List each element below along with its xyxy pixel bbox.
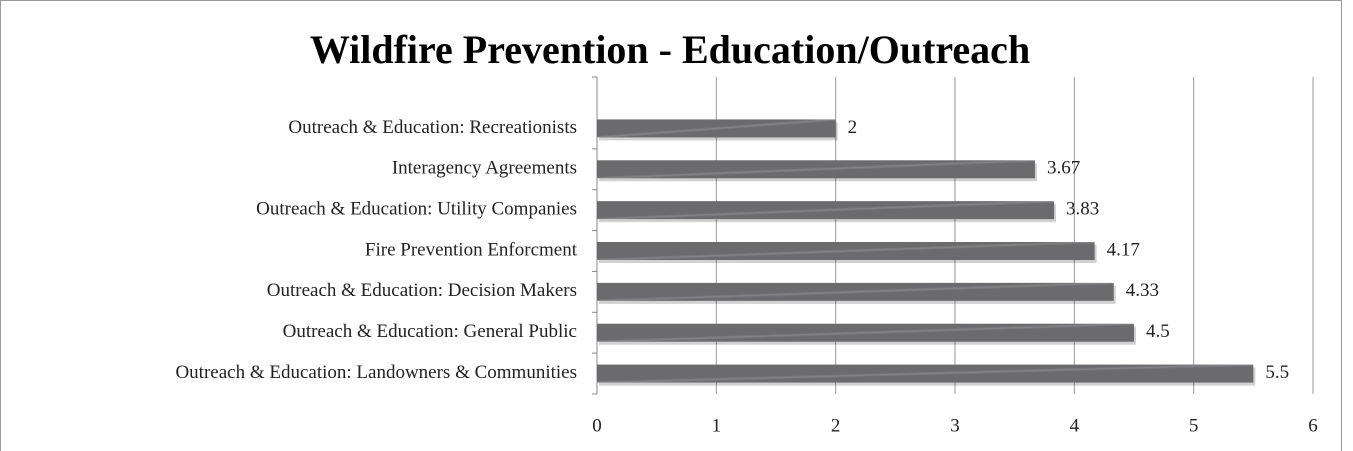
y-tick-label: Outreach & Education: Landowners & Commu…: [175, 362, 577, 383]
x-tick-label: 0: [592, 415, 602, 436]
x-tick-label: 4: [1070, 415, 1080, 436]
data-label: 4.17: [1107, 239, 1140, 260]
y-tick-label: Fire Prevention Enforcment: [365, 239, 578, 260]
y-tick-label: Outreach & Education: Decision Makers: [267, 280, 577, 301]
data-label: 4.33: [1126, 280, 1159, 301]
data-label: 3.83: [1066, 199, 1099, 220]
data-label: 4.5: [1146, 321, 1170, 342]
chart-title: Wildfire Prevention - Education/Outreach: [310, 27, 1030, 72]
bar: [597, 364, 1254, 383]
x-tick-label: 2: [831, 415, 841, 436]
data-label: 5.5: [1265, 362, 1289, 383]
data-label: 2: [848, 117, 858, 138]
bar: [597, 282, 1114, 301]
bar: [597, 323, 1134, 342]
x-tick-label: 1: [712, 415, 722, 436]
y-tick-label: Interagency Agreements: [392, 158, 577, 179]
bar: [597, 201, 1055, 220]
bar: [597, 242, 1095, 260]
x-tick-label: 6: [1308, 415, 1318, 436]
y-tick-label: Outreach & Education: Utility Companies: [256, 199, 577, 220]
bar: [597, 160, 1035, 179]
x-tick-label: 5: [1189, 415, 1199, 436]
y-tick-label: Outreach & Education: Recreationists: [288, 117, 577, 138]
x-tick-label: 3: [950, 415, 960, 436]
y-tick-label: Outreach & Education: General Public: [283, 321, 577, 342]
data-label: 3.67: [1047, 158, 1080, 179]
bar: [597, 119, 836, 138]
